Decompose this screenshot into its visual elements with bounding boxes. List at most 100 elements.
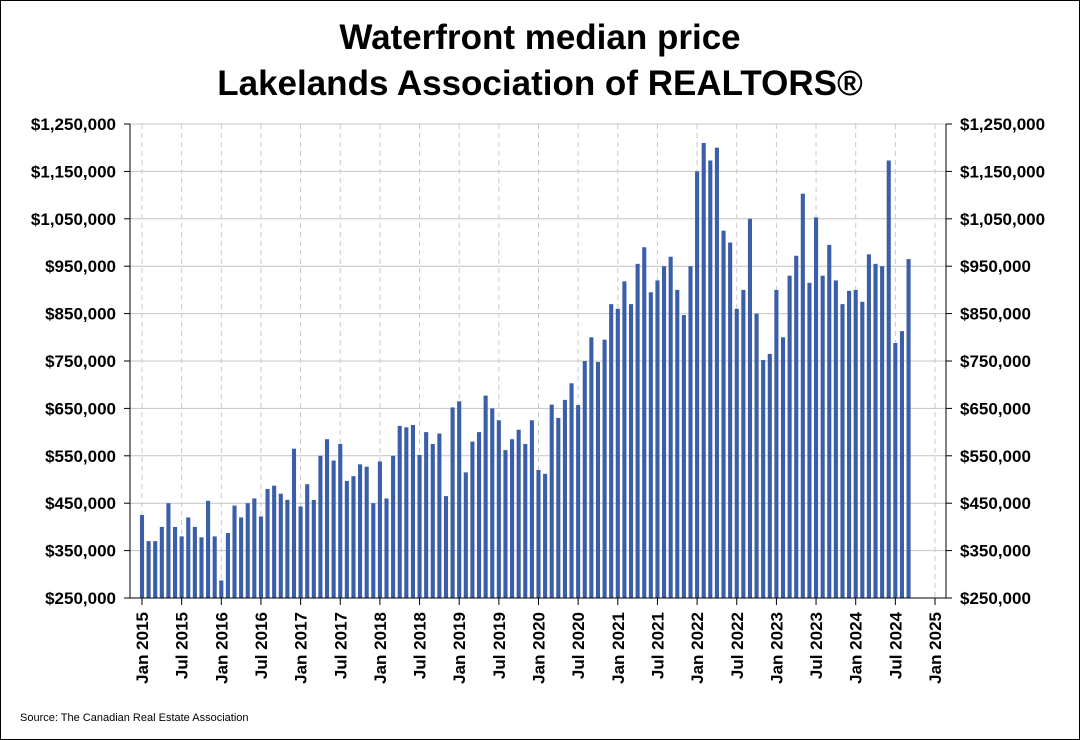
- x-tick-label: Jul 2020: [569, 612, 588, 679]
- bar: [774, 289, 779, 598]
- y-tick-label-left: $850,000: [45, 305, 116, 324]
- y-tick-label-left: $650,000: [45, 399, 116, 418]
- bar: [397, 425, 402, 598]
- bar: [232, 505, 237, 598]
- bar: [476, 432, 482, 598]
- bar: [291, 448, 297, 598]
- bar: [245, 503, 250, 598]
- x-tick-label: Jan 2020: [530, 612, 549, 684]
- bar: [417, 454, 422, 598]
- x-tick-label: Jan 2024: [847, 611, 866, 683]
- y-tick-label-right: $1,250,000: [960, 115, 1045, 134]
- bar: [470, 441, 475, 598]
- bar: [153, 541, 158, 598]
- bar: [741, 289, 746, 598]
- y-tick-label-left: $750,000: [45, 352, 116, 371]
- bars: [139, 142, 911, 599]
- bar: [536, 470, 541, 598]
- x-tick-label: Jan 2016: [212, 612, 231, 684]
- bar: [899, 331, 905, 598]
- bar: [543, 473, 548, 598]
- y-tick-label-right: $450,000: [960, 494, 1031, 513]
- bar: [681, 315, 686, 598]
- bar: [503, 450, 508, 598]
- bar: [827, 244, 832, 598]
- bar: [675, 289, 680, 598]
- x-tick-label: Jan 2022: [688, 612, 707, 684]
- y-tick-label-left: $1,250,000: [31, 115, 116, 134]
- bar: [708, 160, 713, 599]
- bar: [146, 541, 151, 598]
- bar: [853, 289, 858, 598]
- bar: [747, 218, 753, 599]
- bar: [278, 493, 283, 598]
- bar: [807, 282, 812, 598]
- bar: [377, 461, 382, 598]
- bar: [794, 255, 799, 598]
- bar: [450, 407, 455, 598]
- bar: [252, 498, 257, 598]
- y-tick-label-left: $250,000: [45, 589, 116, 608]
- bar: [239, 517, 244, 598]
- bar: [655, 280, 660, 598]
- bar: [549, 404, 554, 598]
- bar: [179, 536, 184, 598]
- bar: [219, 580, 224, 598]
- bar: [615, 308, 620, 598]
- bar: [139, 515, 145, 598]
- bar: [728, 242, 733, 598]
- bar: [463, 472, 468, 598]
- bar: [331, 460, 336, 598]
- bar: [787, 275, 792, 598]
- bar: [305, 484, 310, 598]
- bar: [298, 506, 303, 598]
- x-tick-label: Jul 2016: [252, 612, 271, 679]
- bar: [285, 499, 290, 598]
- y-tick-label-right: $1,050,000: [960, 210, 1045, 229]
- bar: [800, 193, 805, 599]
- chart-subtitle: Lakelands Association of REALTORS®: [217, 64, 863, 103]
- bar: [662, 266, 667, 598]
- x-tick-label: Jan 2019: [450, 612, 469, 684]
- y-tick-label-right: $850,000: [960, 305, 1031, 324]
- bar: [880, 266, 885, 598]
- bar: [371, 503, 376, 598]
- bar: [609, 304, 614, 598]
- x-tick-label: Jul 2023: [807, 612, 826, 679]
- bar: [602, 339, 607, 598]
- bar: [410, 424, 415, 598]
- bar: [595, 361, 601, 598]
- bar: [668, 256, 673, 598]
- bar: [318, 455, 323, 598]
- bar: [529, 420, 534, 598]
- bar: [866, 254, 871, 598]
- bar: [324, 439, 330, 598]
- bar: [159, 526, 164, 598]
- bar: [258, 516, 263, 598]
- bar: [688, 266, 693, 598]
- bar: [734, 308, 739, 598]
- bar: [589, 337, 594, 598]
- source-note: Source: The Canadian Real Estate Associa…: [20, 712, 249, 724]
- bar: [424, 432, 429, 598]
- x-tick-label: Jul 2022: [728, 612, 747, 679]
- x-tick-label: Jan 2025: [926, 612, 945, 684]
- bar: [814, 217, 819, 599]
- bar: [695, 171, 700, 598]
- bar: [199, 537, 204, 598]
- bar: [582, 361, 587, 598]
- bar: [510, 439, 515, 598]
- bar: [847, 290, 852, 598]
- bar: [721, 230, 726, 598]
- axes: $250,000 $250,000 $350,000 $350,000 $450,000…: [31, 115, 1045, 684]
- bar: [628, 304, 634, 598]
- bar: [265, 488, 270, 598]
- bar: [443, 496, 449, 598]
- bar: [272, 485, 277, 598]
- bar: [635, 263, 640, 598]
- bar: [457, 401, 462, 598]
- y-tick-label-right: $550,000: [960, 447, 1031, 466]
- bar: [172, 526, 178, 598]
- bar: [186, 517, 191, 598]
